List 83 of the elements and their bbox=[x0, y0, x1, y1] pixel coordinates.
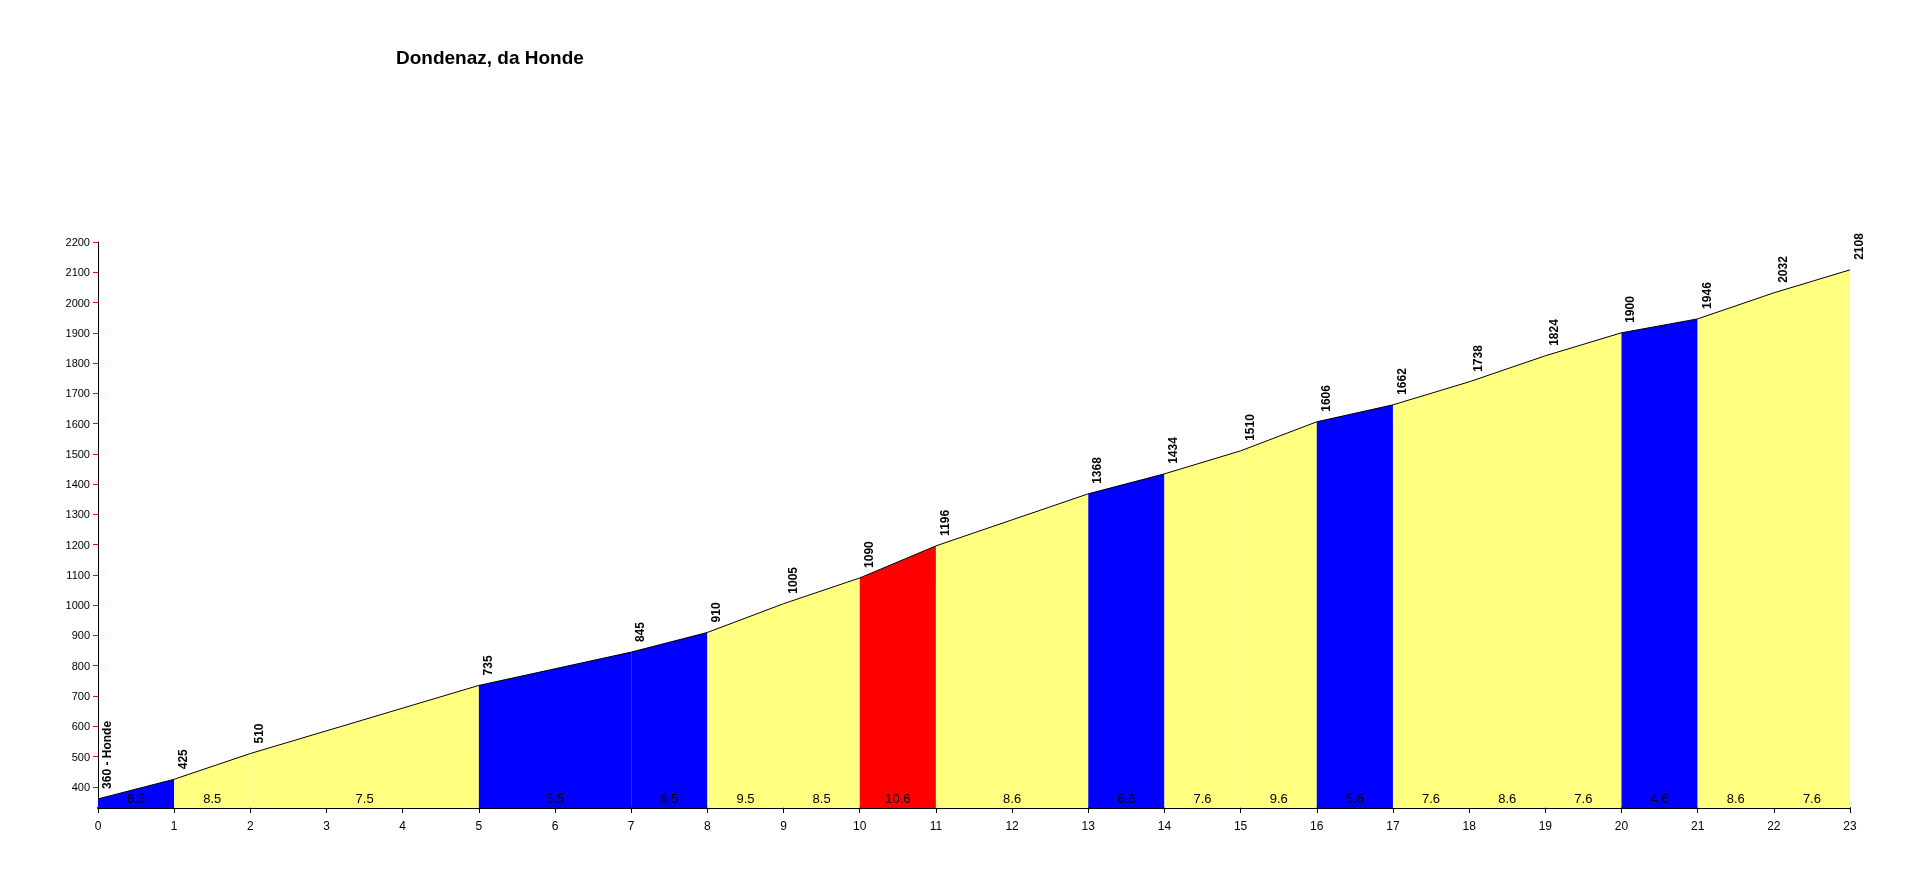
data-label: 1606 bbox=[1318, 384, 1333, 412]
x-tick-label: 7 bbox=[627, 819, 635, 833]
x-tick-label: 1 bbox=[170, 819, 178, 833]
data-label: 1510 bbox=[1242, 413, 1257, 441]
y-tick-label: 1300 bbox=[65, 508, 90, 521]
data-label: 425 bbox=[176, 748, 191, 770]
data-label: 1662 bbox=[1394, 367, 1409, 395]
x-tick-label: 21 bbox=[1690, 819, 1705, 833]
y-tick-label: 1200 bbox=[65, 538, 90, 551]
y-tick-label: 1900 bbox=[65, 326, 90, 339]
data-label: 1434 bbox=[1166, 436, 1181, 464]
annotation: 7.6 bbox=[1802, 790, 1821, 806]
annotation: 6.5 bbox=[127, 790, 146, 806]
annotation: 7.6 bbox=[1193, 790, 1212, 806]
annotation: 8.6 bbox=[1726, 790, 1745, 806]
y-tick-label: 600 bbox=[71, 720, 90, 733]
y-tick-label: 900 bbox=[71, 629, 90, 642]
annotation: 5.6 bbox=[1345, 790, 1364, 806]
data-label: 735 bbox=[480, 655, 495, 676]
x-tick-label: 3 bbox=[323, 819, 331, 833]
x-tick-label: 0 bbox=[94, 819, 102, 833]
data-label: 910 bbox=[709, 602, 724, 623]
y-tick-label: 1800 bbox=[65, 357, 90, 370]
x-tick-label: 4 bbox=[399, 819, 407, 833]
y-tick-label: 1000 bbox=[65, 599, 90, 612]
x-tick-label: 8 bbox=[704, 819, 712, 833]
y-tick-label: 1100 bbox=[66, 568, 90, 581]
y-tick-label: 1500 bbox=[65, 447, 90, 460]
y-tick-label: 400 bbox=[71, 780, 90, 793]
annotation: 8.6 bbox=[1498, 790, 1517, 806]
data-label: 1900 bbox=[1623, 295, 1638, 323]
data-label: 360 - Honde bbox=[100, 720, 114, 789]
x-tick-label: 23 bbox=[1843, 819, 1857, 833]
annotation: 7.6 bbox=[1422, 790, 1441, 806]
x-tick-label: 19 bbox=[1538, 819, 1553, 833]
data-label: 845 bbox=[633, 621, 648, 643]
annotation: 7.5 bbox=[355, 790, 374, 806]
y-tick-label: 1400 bbox=[65, 478, 90, 491]
data-label: 1738 bbox=[1471, 344, 1486, 372]
x-tick-label: 20 bbox=[1614, 819, 1629, 833]
x-tick-label: 5 bbox=[475, 819, 483, 833]
annotation: 9.5 bbox=[736, 790, 755, 806]
x-tick-label: 22 bbox=[1767, 819, 1781, 833]
annotation: 5.5 bbox=[546, 790, 565, 806]
y-tick-label: 500 bbox=[71, 750, 90, 763]
y-tick-label: 1700 bbox=[65, 387, 90, 400]
y-tick-label: 2000 bbox=[65, 296, 90, 309]
data-label: 1090 bbox=[861, 540, 876, 568]
x-tick-label: 11 bbox=[929, 819, 943, 833]
data-label: 2032 bbox=[1775, 255, 1790, 283]
annotation: 8.5 bbox=[203, 790, 222, 806]
annotation: 10.6 bbox=[885, 790, 911, 806]
data-label: 510 bbox=[252, 723, 267, 744]
x-tick-label: 18 bbox=[1462, 819, 1477, 833]
annotation: 8.6 bbox=[1003, 790, 1022, 806]
data-label: 1824 bbox=[1547, 318, 1562, 346]
x-tick-label: 17 bbox=[1386, 819, 1400, 833]
x-tick-label: 6 bbox=[551, 819, 559, 833]
data-label: 1005 bbox=[785, 566, 800, 594]
y-tick-label: 1600 bbox=[65, 417, 90, 430]
data-label: 1946 bbox=[1699, 281, 1714, 309]
data-label: 1196 bbox=[937, 509, 952, 536]
annotation: 6.5 bbox=[660, 790, 679, 806]
chart-title: Dondenaz, da Honde bbox=[396, 47, 584, 68]
y-tick-label: 2200 bbox=[65, 236, 90, 248]
y-tick-label: 800 bbox=[71, 659, 90, 672]
x-tick-label: 12 bbox=[1005, 819, 1020, 833]
x-tick-label: 16 bbox=[1310, 819, 1324, 833]
annotation: 9.6 bbox=[1269, 790, 1288, 806]
data-label: 2108 bbox=[1852, 232, 1866, 260]
annotation: 7.6 bbox=[1574, 790, 1593, 806]
x-tick-label: 10 bbox=[853, 819, 867, 833]
x-tick-label: 14 bbox=[1157, 819, 1172, 833]
x-tick-label: 15 bbox=[1233, 819, 1248, 833]
data-label: 1368 bbox=[1090, 456, 1105, 484]
y-tick-label: 700 bbox=[71, 690, 90, 703]
x-tick-label: 13 bbox=[1081, 819, 1096, 833]
annotation: 6.6 bbox=[1117, 790, 1136, 806]
y-tick-label: 2100 bbox=[65, 266, 90, 279]
annotation: 4.6 bbox=[1650, 790, 1669, 806]
annotation: 8.5 bbox=[812, 790, 831, 806]
x-tick-label: 9 bbox=[780, 819, 788, 833]
x-tick-label: 2 bbox=[247, 819, 254, 833]
